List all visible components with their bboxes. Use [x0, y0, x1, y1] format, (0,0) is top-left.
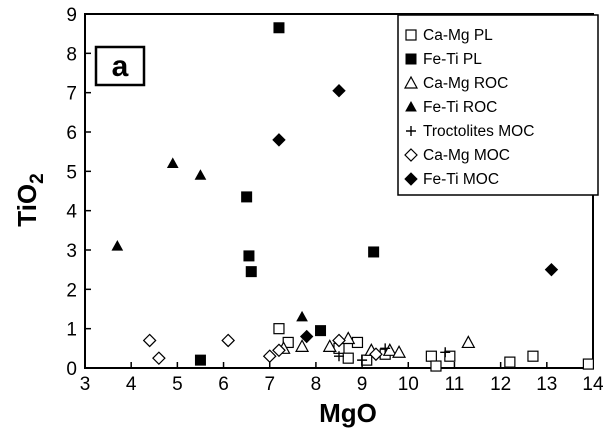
- data-point-troctolites-moc: [380, 343, 391, 354]
- x-tick-label: 8: [311, 374, 322, 395]
- data-point-ca-mg-pl: [425, 350, 437, 362]
- data-point-fe-ti-roc: [296, 310, 308, 322]
- legend-label-troctolites-moc: Troctolites MOC: [423, 123, 534, 140]
- x-tick-label: 11: [445, 374, 465, 395]
- legend-marker-fe-ti-pl: [405, 53, 417, 65]
- data-point-ca-mg-moc: [142, 333, 157, 348]
- y-axis-title-subscript: 2: [27, 173, 48, 184]
- data-point-ca-mg-pl: [527, 350, 539, 362]
- data-markers: [111, 22, 594, 372]
- x-tick-label: 12: [490, 374, 511, 395]
- y-tick-label: 0: [66, 359, 77, 380]
- legend-marker-ca-mg-pl: [405, 29, 417, 41]
- x-tick-label: 3: [80, 374, 91, 395]
- data-point-ca-mg-moc: [332, 333, 346, 348]
- data-point-fe-ti-pl: [368, 246, 380, 258]
- x-tick-label: 6: [218, 374, 229, 395]
- data-point-ca-mg-moc: [369, 347, 383, 362]
- panel-label-box: a: [94, 45, 146, 87]
- data-point-fe-ti-roc: [194, 169, 207, 180]
- data-point-fe-ti-roc: [111, 240, 124, 251]
- y-tick-label: 8: [66, 44, 77, 65]
- panel-label: a: [112, 50, 129, 83]
- legend-box: [397, 14, 599, 196]
- data-point-fe-ti-moc: [332, 83, 346, 98]
- x-tick-label: 14: [582, 374, 604, 395]
- legend-marker-fe-ti-roc: [405, 100, 417, 112]
- legend-label-fe-ti-moc: Fe-Ti MOC: [423, 171, 499, 188]
- data-point-ca-mg-pl: [273, 323, 285, 335]
- data-point-fe-ti-pl: [315, 325, 327, 337]
- y-axis-title: TiO2: [12, 173, 48, 226]
- legend-marker-troctolites-moc: [406, 126, 416, 136]
- y-tick-label: 5: [66, 162, 77, 183]
- legend: Ca-Mg PL Fe-Ti PL Ca-Mg ROC Fe-Ti ROC Trocto…: [397, 14, 599, 196]
- x-axis-title: MgO: [319, 398, 377, 428]
- y-tick-label: 2: [66, 280, 77, 301]
- x-tick-label: 9: [357, 374, 368, 395]
- legend-label-ca-mg-pl: Ca-Mg PL: [423, 27, 493, 44]
- data-point-ca-mg-moc: [262, 349, 277, 364]
- x-tick-label: 4: [126, 374, 137, 395]
- data-point-ca-mg-roc: [322, 339, 337, 352]
- legend-label-fe-ti-roc: Fe-Ti ROC: [423, 99, 497, 116]
- data-point-ca-mg-moc: [152, 351, 166, 366]
- data-point-ca-mg-pl: [504, 356, 516, 368]
- data-point-fe-ti-pl: [243, 250, 255, 262]
- y-tick-label: 1: [66, 320, 77, 341]
- data-point-fe-ti-roc: [166, 157, 179, 168]
- data-point-fe-ti-pl: [245, 266, 257, 278]
- data-point-fe-ti-moc: [544, 262, 559, 277]
- legend-marker-ca-mg-moc: [404, 148, 418, 162]
- data-point-ca-mg-pl: [430, 360, 442, 372]
- data-point-fe-ti-moc: [272, 133, 286, 147]
- x-tick-label: 5: [172, 374, 183, 395]
- data-point-ca-mg-roc: [392, 345, 407, 358]
- data-point-ca-mg-moc: [272, 343, 286, 358]
- x-tick-label: 13: [536, 374, 557, 395]
- legend-label-ca-mg-roc: Ca-Mg ROC: [423, 75, 508, 92]
- data-point-fe-ti-pl: [241, 191, 253, 203]
- y-tick-label: 9: [66, 5, 77, 26]
- data-point-ca-mg-pl: [342, 352, 354, 364]
- data-point-troctolites-moc: [440, 347, 451, 358]
- data-point-ca-mg-roc: [295, 339, 310, 352]
- legend-label-fe-ti-pl: Fe-Ti PL: [423, 51, 482, 68]
- y-tick-label: 4: [66, 202, 77, 223]
- data-point-fe-ti-moc: [299, 329, 314, 344]
- data-point-ca-mg-roc: [382, 343, 397, 356]
- x-tick-label: 10: [398, 374, 419, 395]
- data-point-ca-mg-roc: [461, 335, 476, 349]
- x-axis-ticks: 3 4 5 6 7 8 9 10 11 12 13 14: [80, 362, 604, 395]
- data-point-ca-mg-moc: [221, 333, 236, 348]
- x-tick-label: 7: [264, 374, 275, 395]
- y-tick-label: 6: [66, 123, 77, 144]
- legend-marker-ca-mg-roc: [403, 75, 419, 89]
- data-point-troctolites-moc: [334, 351, 344, 362]
- data-point-fe-ti-pl: [194, 354, 206, 366]
- y-axis-title-main: TiO: [12, 184, 42, 227]
- data-point-troctolites-moc: [357, 355, 368, 366]
- data-point-fe-ti-pl: [273, 22, 285, 34]
- y-axis-ticks: 0 1 2 3 4 5 6 7 8 9: [66, 5, 91, 380]
- y-tick-label: 3: [66, 241, 77, 262]
- legend-label-ca-mg-moc: Ca-Mg MOC: [423, 147, 510, 164]
- data-point-ca-mg-pl: [582, 358, 594, 370]
- legend-marker-fe-ti-moc: [404, 172, 418, 186]
- y-tick-label: 7: [66, 84, 77, 105]
